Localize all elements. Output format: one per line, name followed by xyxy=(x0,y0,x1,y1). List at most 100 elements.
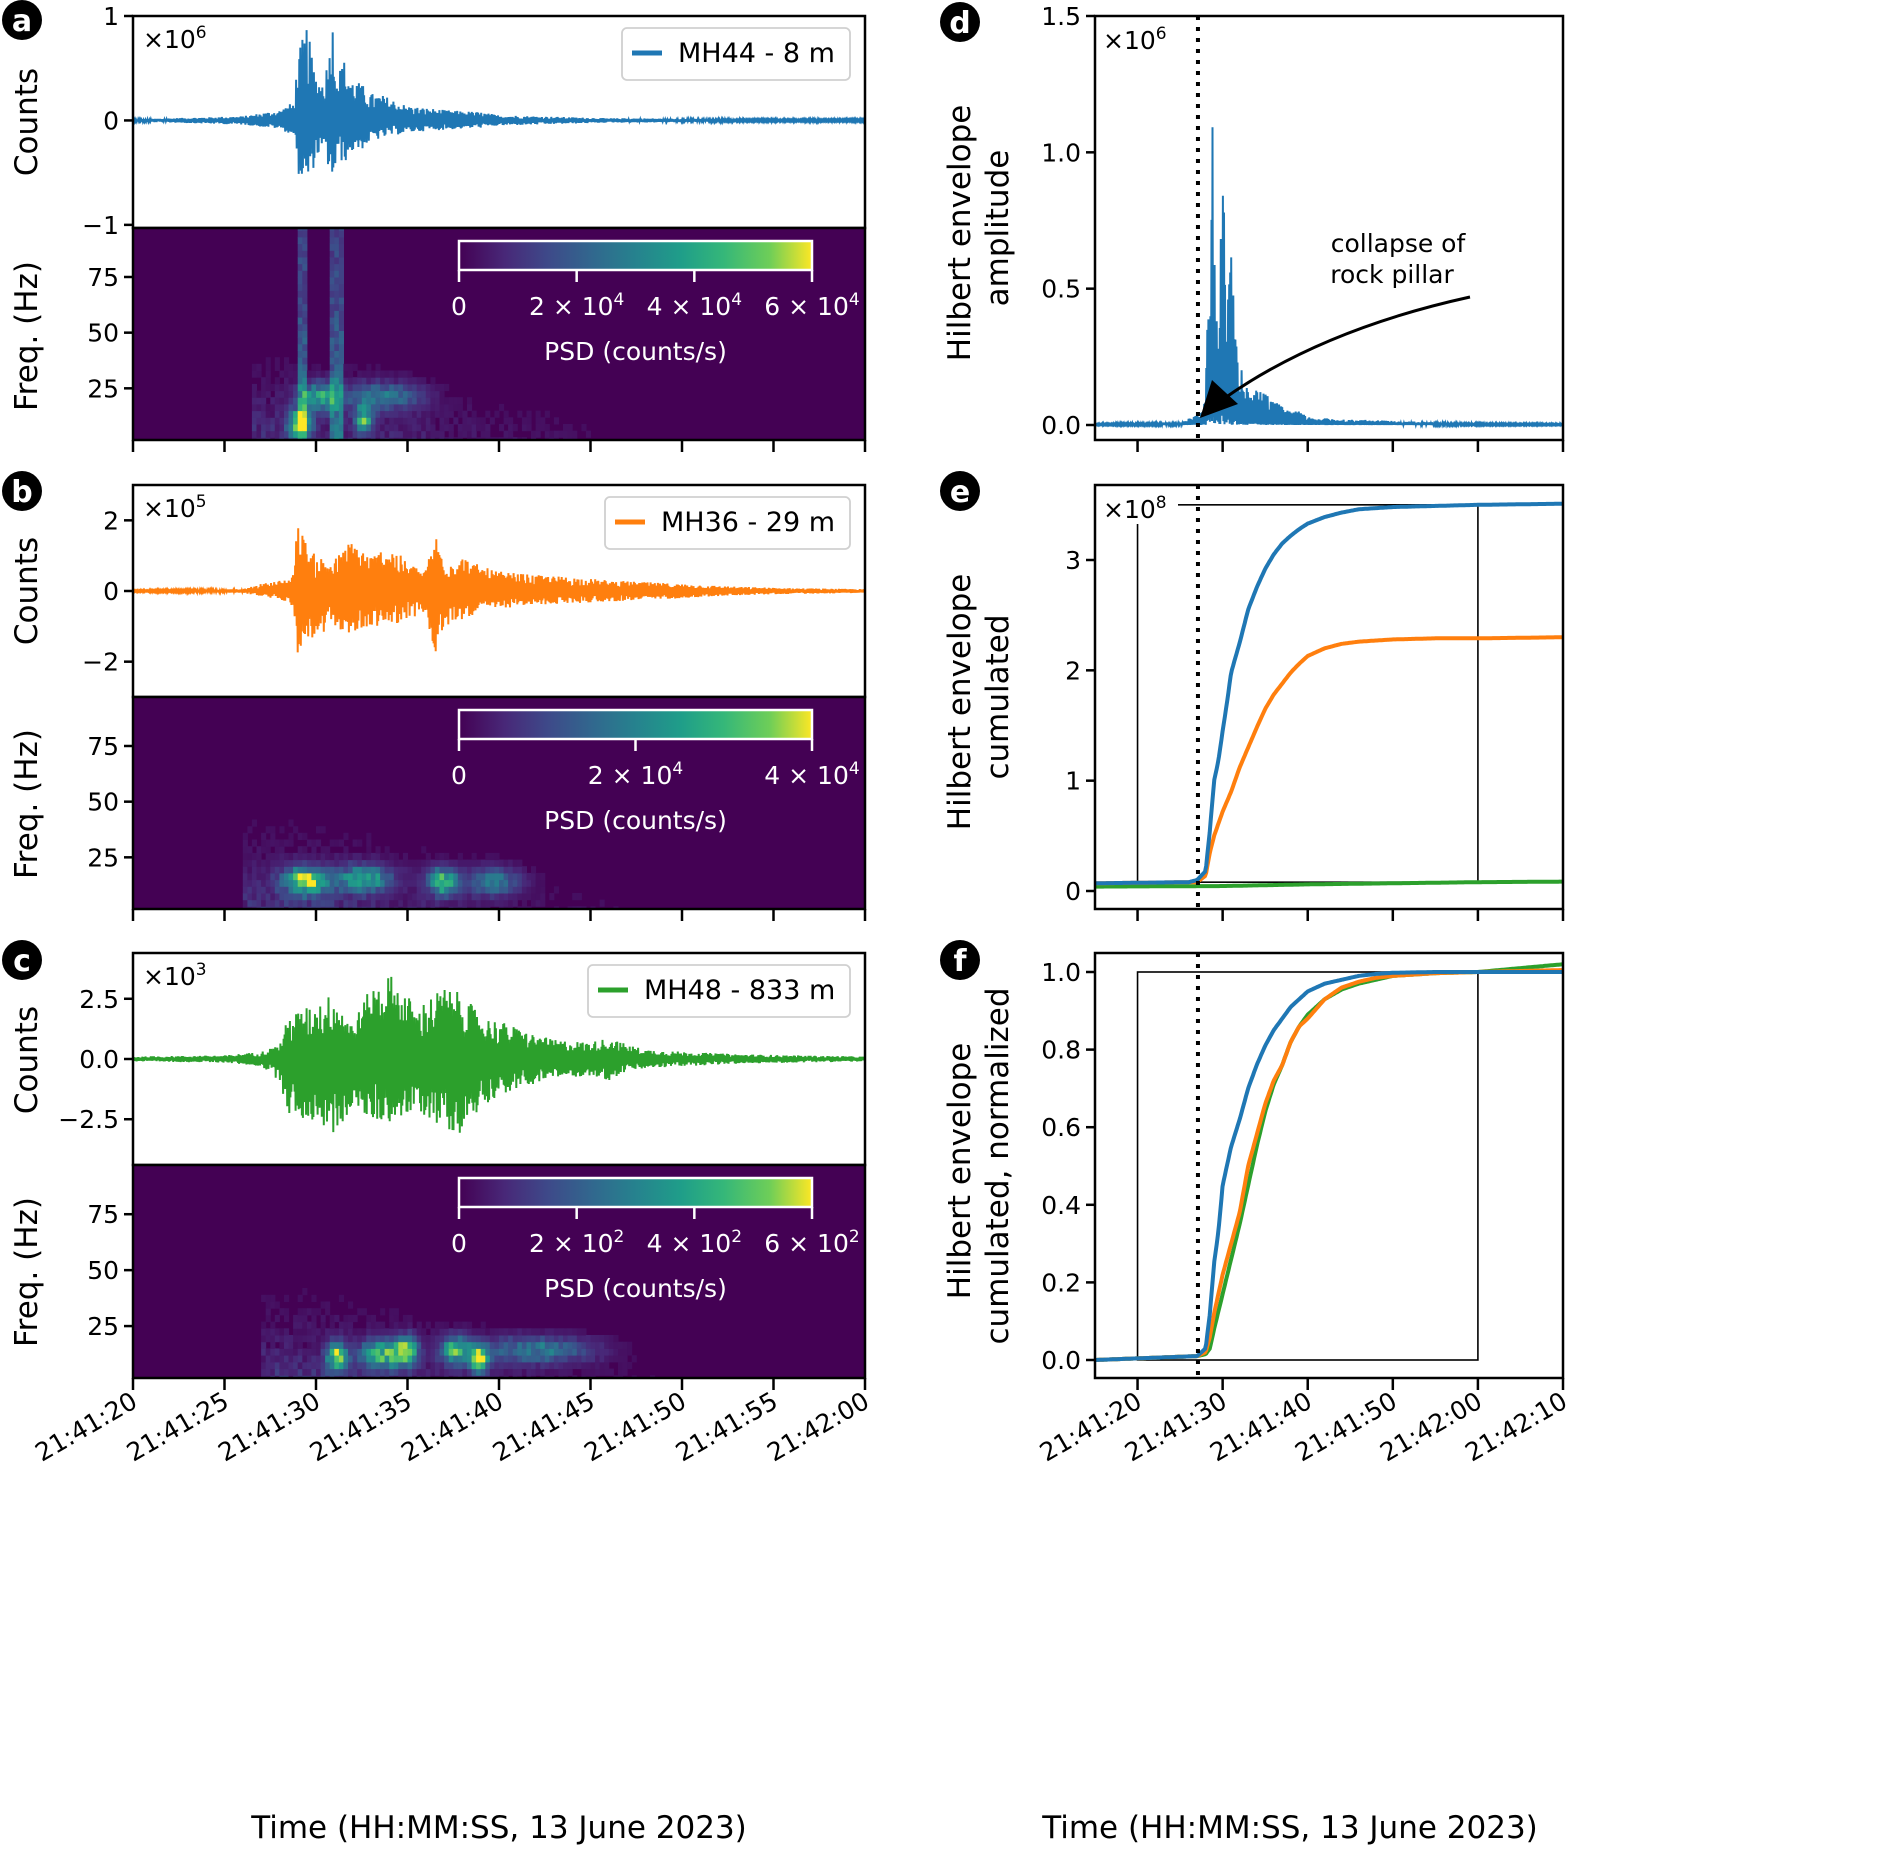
spectrogram-cell xyxy=(544,437,550,440)
spectrogram-cell xyxy=(544,1348,550,1356)
spectrogram-cell xyxy=(608,1348,614,1356)
spectrogram-cell xyxy=(334,230,340,238)
spectrogram-cell xyxy=(334,303,340,311)
spectrogram-cell xyxy=(334,277,340,285)
spectrogram-cell xyxy=(251,383,257,392)
spectrogram-cell xyxy=(485,424,491,432)
spectrogram-cell xyxy=(284,839,290,847)
spectrogram-cell xyxy=(535,1328,541,1336)
spectrogram-cell xyxy=(329,337,335,345)
spectrogram-cell xyxy=(293,417,299,425)
panel-label-d: d xyxy=(940,2,980,42)
spectrogram-cell xyxy=(476,1335,482,1343)
spectrogram-cell xyxy=(247,879,253,887)
spectrogram-cell xyxy=(329,317,335,325)
spectrogram-cell xyxy=(265,383,271,392)
spectrogram-cell xyxy=(544,1355,550,1363)
spectrogram-cell xyxy=(398,397,404,405)
spectrogram-cell xyxy=(348,397,354,405)
spectrogram-cell xyxy=(302,846,308,854)
spectrogram-cell xyxy=(256,899,262,907)
spectrogram-cell xyxy=(425,397,431,405)
spectrogram-cell xyxy=(288,1368,294,1376)
spectrogram-cell xyxy=(434,430,440,438)
spectrogram-cell xyxy=(393,1348,399,1356)
spectrogram-cell xyxy=(393,859,399,867)
spectrogram-cell xyxy=(471,1348,477,1356)
spectrogram-cell xyxy=(338,230,344,238)
spectrogram-cell xyxy=(535,1341,541,1349)
spectrogram-cell xyxy=(503,437,509,440)
spectrogram-cell xyxy=(448,1368,454,1376)
spectrogram-cell xyxy=(485,1355,491,1363)
spectrogram-cell xyxy=(274,1328,280,1336)
spectrogram-cell xyxy=(489,1341,495,1349)
spectrogram-cell xyxy=(540,1341,546,1349)
ytick-label: 1.5 xyxy=(1041,2,1081,31)
spectrogram-cell xyxy=(274,1355,280,1363)
spectrogram-cell xyxy=(558,1375,564,1378)
spectrogram-cell xyxy=(453,899,459,907)
spectrogram-cell xyxy=(572,1341,578,1349)
spectrogram-cell xyxy=(540,899,546,907)
spectrogram-cell xyxy=(343,893,349,901)
spectrogram-cell xyxy=(357,1368,363,1376)
spectrogram-cell xyxy=(430,866,436,874)
spectrogram-cell xyxy=(311,839,317,847)
spectrogram-cell xyxy=(256,846,262,854)
ytick-label: 0.0 xyxy=(79,1045,119,1074)
spectrogram-cell xyxy=(293,403,299,412)
spectrogram-cell xyxy=(421,383,427,392)
spectrogram-cell xyxy=(448,906,454,909)
spectrogram-cell xyxy=(293,906,299,909)
spectrogram-cell xyxy=(517,1368,523,1376)
spectrogram-cell xyxy=(402,1321,408,1329)
spectrogram-cell xyxy=(494,437,500,440)
spectrogram-cell xyxy=(334,297,340,305)
spectrogram-cell xyxy=(398,370,404,378)
spectrogram-cell xyxy=(311,1294,317,1302)
spectrogram-cell xyxy=(242,832,248,840)
spectrogram-cell xyxy=(444,410,450,418)
spectrogram-cell xyxy=(434,1341,440,1349)
spectrogram-cell xyxy=(357,403,363,412)
spectrogram-cell xyxy=(297,437,303,440)
spectrogram-cell xyxy=(325,846,331,854)
spectrogram-cell xyxy=(316,866,322,874)
spectrogram-cell xyxy=(517,1361,523,1370)
spectrogram-cell xyxy=(352,1368,358,1376)
spectrogram-cell xyxy=(448,1361,454,1370)
spectrogram-cell xyxy=(430,377,436,385)
spectrogram-cell xyxy=(512,899,518,907)
spectrogram-cell xyxy=(320,377,326,385)
spectrogram-cell xyxy=(343,1375,349,1378)
spectrogram-cell xyxy=(366,839,372,847)
spectrogram-cell xyxy=(375,1361,381,1370)
spectrogram-cell xyxy=(590,1348,596,1356)
spectrogram-cell xyxy=(316,1328,322,1336)
spectrogram-cell xyxy=(297,343,303,351)
spectrogram-cell xyxy=(434,859,440,867)
spectrogram-cell xyxy=(380,1368,386,1376)
spectrogram-cell xyxy=(398,1341,404,1349)
spectrogram-cell xyxy=(302,317,308,325)
spectrogram-cell xyxy=(265,879,271,887)
spectrogram-cell xyxy=(338,243,344,251)
spectrogram-cell xyxy=(279,1328,285,1336)
spectrogram-cell xyxy=(444,1361,450,1370)
spectrogram-cell xyxy=(302,303,308,311)
spectrogram-cell xyxy=(434,906,440,909)
spectrogram-cell xyxy=(521,906,527,909)
spectrogram-cell xyxy=(320,866,326,874)
spectrogram-cell xyxy=(563,1348,569,1356)
spectrogram-cell xyxy=(521,866,527,874)
spectrogram-cell xyxy=(572,906,578,909)
spectrogram-cell xyxy=(302,872,308,881)
spectrogram-cell xyxy=(398,1348,404,1356)
spectrogram-cell xyxy=(434,383,440,392)
spectrogram-cell xyxy=(540,1355,546,1363)
spectrogram-cell xyxy=(467,893,473,901)
spectrogram-cell xyxy=(476,886,482,894)
